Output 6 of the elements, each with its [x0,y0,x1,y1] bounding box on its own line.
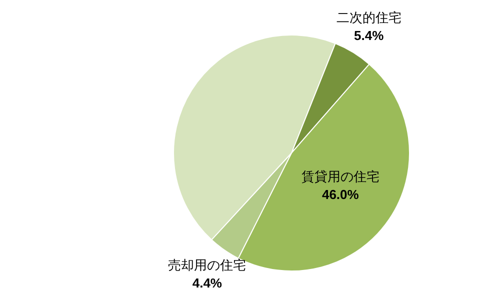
data-label: 5.4% [354,28,384,43]
slice-label: 二次的住宅 [336,10,402,26]
slice-label: 売却用の住宅 [168,258,246,274]
data-label: 46.0% [322,187,360,202]
slice-label: 賃貸用の住宅 [301,169,380,186]
data-label: 4.4% [192,276,222,291]
